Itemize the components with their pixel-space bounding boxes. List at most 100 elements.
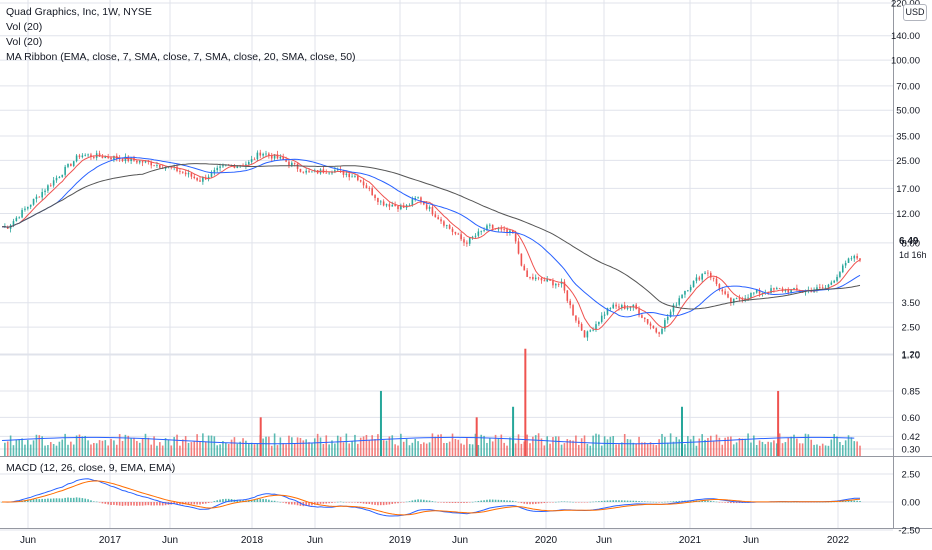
volume-bar [216, 445, 219, 456]
volume-bar [503, 442, 505, 456]
currency-badge[interactable]: USD [903, 4, 927, 21]
macd-histogram-bar [385, 502, 388, 505]
macd-histogram-bar [61, 498, 64, 502]
price-axis-label: 12.00 [896, 209, 920, 220]
macd-histogram-bar [256, 498, 259, 502]
candle [104, 156, 107, 159]
candle [417, 197, 419, 199]
candle [379, 201, 382, 203]
candle [101, 156, 104, 159]
candle [543, 280, 546, 282]
volume-bar [778, 433, 781, 456]
volume-bar [687, 436, 689, 456]
candle [270, 155, 273, 159]
volume-bar [153, 436, 155, 456]
price-axis-label: 2.50 [902, 323, 921, 334]
candle [718, 284, 721, 290]
candle [566, 290, 569, 301]
candle [345, 173, 348, 175]
volume-bar [534, 435, 537, 456]
volume-bar [655, 445, 658, 456]
candle [41, 192, 43, 198]
volume-bar [770, 442, 772, 456]
macd-histogram-bar [664, 501, 666, 503]
macd-histogram-bar [253, 499, 256, 502]
macd-histogram-bar [491, 499, 494, 502]
price-axis-label: 35.00 [896, 132, 920, 143]
macd-histogram-bar [649, 501, 652, 503]
candle [839, 272, 841, 277]
volume-indicator-label-2[interactable]: Vol (20) [6, 36, 43, 48]
time-axis-label: 2019 [389, 535, 412, 546]
candle [471, 236, 474, 238]
candle [325, 172, 328, 174]
volume-bar [227, 443, 230, 456]
macd-histogram-bar [72, 497, 75, 502]
candle [735, 298, 738, 300]
volume-bar [555, 436, 557, 456]
volume-bar [649, 442, 652, 456]
time-axis-label: 2020 [535, 535, 558, 546]
candle [615, 304, 617, 307]
volume-bar [285, 444, 287, 456]
macd-histogram-bar [704, 500, 706, 502]
macd-axis-label: 0.00 [902, 498, 921, 509]
candle [577, 320, 580, 324]
volume-bar [595, 433, 597, 456]
volume-bar [807, 434, 810, 456]
macd-histogram-bar [715, 501, 718, 503]
macd-histogram-bar [428, 500, 431, 502]
volume-bar [790, 436, 792, 456]
macd-histogram-bar [552, 502, 554, 503]
candle [778, 288, 781, 289]
volume-bar [735, 442, 738, 456]
volume-bar [276, 445, 279, 456]
price-axis-label: 70.00 [896, 81, 920, 92]
candle [661, 328, 663, 334]
candle [67, 163, 69, 167]
volume-bar [173, 437, 175, 456]
macd-histogram-bar [296, 502, 299, 506]
last-price-label: 6.49 [899, 236, 919, 247]
candle [308, 170, 310, 172]
volume-bar [457, 439, 460, 456]
volume-bar [666, 442, 669, 456]
candle [770, 288, 772, 293]
macd-histogram-bar [138, 502, 141, 506]
volume-bar [440, 434, 442, 456]
macd-histogram-bar [621, 500, 623, 502]
ma-ribbon-label[interactable]: MA Ribbon (EMA, close, 7, SMA, close, 7,… [6, 51, 356, 63]
macd-histogram-bar [210, 502, 213, 503]
candle [445, 225, 448, 226]
volume-bar [707, 438, 709, 456]
macd-histogram-bar [316, 502, 319, 505]
candle [247, 161, 250, 165]
macd-histogram-bar [661, 501, 663, 503]
volume-bar [58, 441, 61, 456]
candle [107, 156, 109, 158]
volume-bar [222, 441, 224, 456]
candle [124, 156, 127, 162]
volume-bar [801, 443, 804, 456]
macd-histogram-bar [70, 497, 72, 502]
volume-bar [632, 442, 635, 456]
volume-bar [319, 437, 322, 456]
volume-bar [27, 440, 29, 456]
candle [78, 155, 81, 158]
volume-indicator-label[interactable]: Vol (20) [6, 21, 43, 33]
macd-histogram-bar [850, 500, 853, 502]
volume-axis-label: 0.42 [902, 432, 921, 443]
candle [420, 197, 422, 203]
candle [841, 265, 844, 273]
volume-bar [549, 443, 551, 456]
symbol-title[interactable]: Quad Graphics, Inc, 1W, NYSE [6, 6, 152, 18]
volume-bar [830, 439, 833, 456]
candle [75, 155, 78, 162]
volume-bar [239, 441, 241, 456]
volume-bar [592, 435, 594, 456]
volume-bar [859, 445, 861, 456]
macd-indicator-label[interactable]: MACD (12, 26, close, 9, EMA, EMA) [6, 462, 176, 474]
chart-grid [0, 0, 893, 531]
candle [362, 181, 365, 186]
